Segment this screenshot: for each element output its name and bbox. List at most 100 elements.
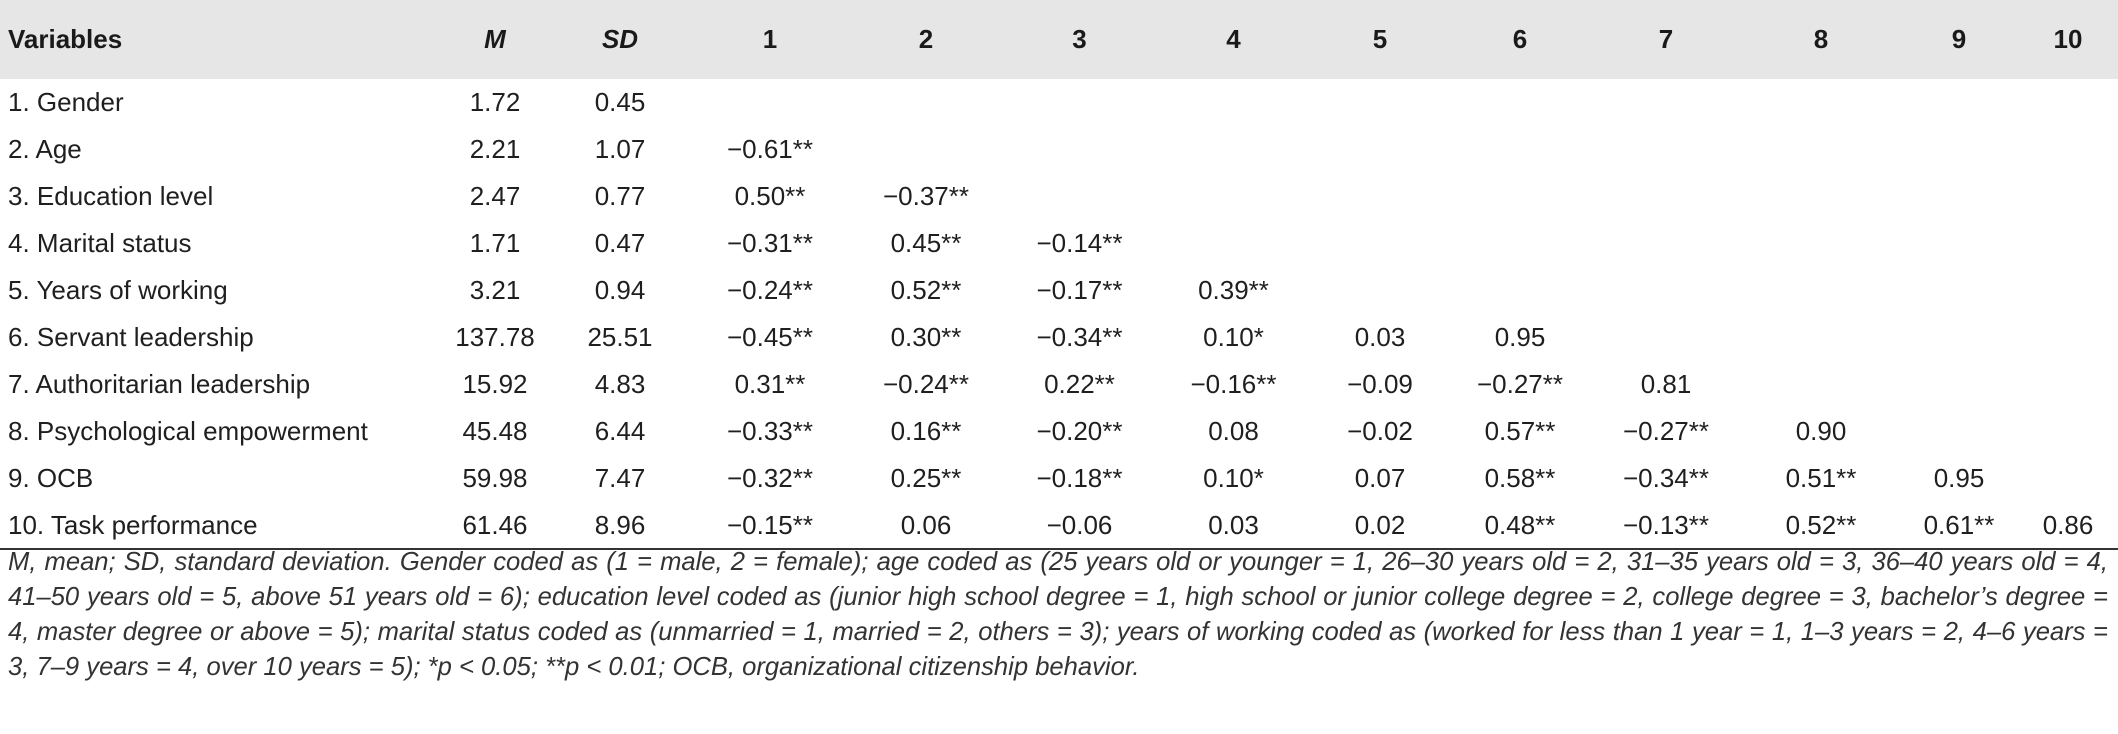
corr-cell-6: 0.48** [1450,502,1590,550]
corr-cell-4: 0.10* [1203,463,1264,493]
corr-cell-3: −0.34** [1036,322,1123,352]
corr-cell-2: 0.52** [890,275,962,305]
corr-cell-10 [2018,220,2118,267]
sd-value: 8.96 [550,502,690,550]
corr-cell-4: 0.10* [1203,322,1264,352]
sd-value: 0.94 [594,275,646,305]
corr-cell-10 [2018,455,2118,502]
corr-cell-5 [1310,220,1450,267]
table-row: 1. Gender 1.72 0.45 [0,79,2118,126]
corr-cell-6: −0.27** [1476,369,1564,399]
corr-cell-6 [1450,126,1590,173]
table-row: 9. OCB 59.98 7.47 −0.32** 0.25** −0.18** 0.10*… [0,455,2118,502]
variable-name: 9. OCB [8,463,94,493]
corr-cell-8 [1742,126,1900,173]
corr-cell-4 [1157,173,1310,220]
corr-cell-5: 0.03 [1354,322,1406,352]
sd-value: 7.47 [594,463,646,493]
corr-cell-6: 0.57** [1484,416,1556,446]
corr-cell-8 [1742,79,1900,126]
header-variables: Variables [8,24,123,54]
corr-cell-7: −0.27** [1622,416,1710,446]
corr-cell-2 [850,126,1002,173]
corr-cell-4: −0.16** [1190,369,1277,399]
corr-cell-7 [1590,267,1742,314]
mean-value: 1.71 [469,228,521,258]
corr-cell-6: 0.58** [1484,463,1556,493]
variable-name: 4. Marital status [8,228,192,258]
table-row: 3. Education level 2.47 0.77 0.50** −0.37** [0,173,2118,220]
sd-value: 4.83 [594,369,646,399]
corr-cell-7 [1590,314,1742,361]
corr-cell-2: −0.37** [882,181,970,211]
corr-cell-1: −0.32** [726,463,814,493]
corr-cell-4: 0.03 [1157,502,1310,550]
corr-cell-1: −0.31** [726,228,814,258]
header-col-4: 4 [1226,24,1241,54]
corr-cell-3: −0.17** [1036,275,1123,305]
corr-cell-10: 0.86 [2018,502,2118,550]
table-row: 8. Psychological empowerment 45.48 6.44 −0.… [0,408,2118,455]
corr-cell-1 [690,79,850,126]
header-col-10: 10 [2053,24,2083,54]
corr-cell-9 [1900,126,2018,173]
mean-value: 61.46 [440,502,550,550]
corr-cell-9 [1900,408,2018,455]
corr-cell-2: 0.25** [890,463,962,493]
corr-cell-9 [1900,79,2018,126]
corr-cell-7: 0.81 [1640,369,1692,399]
corr-cell-8: 0.90 [1795,416,1847,446]
corr-cell-1: 0.31** [734,369,806,399]
corr-cell-10 [2018,173,2118,220]
corr-cell-1: 0.50** [734,181,806,211]
corr-cell-3: −0.18** [1036,463,1123,493]
corr-cell-2: −0.24** [882,369,970,399]
corr-cell-6 [1450,267,1590,314]
corr-cell-8 [1742,361,1900,408]
corr-cell-3: −0.20** [1036,416,1123,446]
corr-cell-5: 0.07 [1354,463,1406,493]
correlation-table: Variables M SD 1 2 3 4 5 6 7 8 9 10 1. G… [0,0,2118,550]
mean-value: 59.98 [462,463,528,493]
variable-name: 5. Years of working [8,275,228,305]
corr-cell-5 [1310,126,1450,173]
corr-cell-10 [2018,361,2118,408]
table-body: 1. Gender 1.72 0.45 2. Age 2.21 1.07 −0.61** 3.… [0,79,2118,550]
mean-value: 15.92 [462,369,528,399]
corr-cell-4: 0.39** [1198,275,1269,305]
corr-cell-10 [2018,126,2118,173]
corr-cell-10 [2018,79,2118,126]
corr-cell-9 [1900,267,2018,314]
corr-cell-3 [1002,126,1157,173]
mean-value: 137.78 [455,322,535,352]
corr-cell-7 [1590,220,1742,267]
header-col-7: 7 [1658,24,1674,54]
corr-cell-6 [1450,79,1590,126]
corr-cell-9: 0.95 [1933,463,1985,493]
corr-cell-5: 0.02 [1310,502,1450,550]
corr-cell-9 [1900,361,2018,408]
table-row: 10. Task performance 61.46 8.96 −0.15** 0.06… [0,502,2118,550]
corr-cell-4 [1157,79,1310,126]
table-row: 4. Marital status 1.71 0.47 −0.31** 0.45** −0… [0,220,2118,267]
header-col-3: 3 [1072,24,1087,54]
corr-cell-1: −0.61** [726,134,814,164]
header-col-1: 1 [762,24,778,54]
corr-cell-10 [2018,408,2118,455]
variable-name: 3. Education level [8,181,214,211]
table-row: 2. Age 2.21 1.07 −0.61** [0,126,2118,173]
corr-cell-5 [1310,79,1450,126]
corr-cell-10 [2018,267,2118,314]
corr-cell-8 [1742,267,1900,314]
variable-name: 1. Gender [8,87,124,117]
corr-cell-7: −0.13** [1590,502,1742,550]
corr-cell-2: 0.16** [890,416,962,446]
corr-cell-4: 0.08 [1208,416,1259,446]
corr-cell-9 [1900,314,2018,361]
sd-value: 1.07 [594,134,646,164]
header-col-9: 9 [1951,24,1967,54]
header-col-2: 2 [918,24,934,54]
table-row: 7. Authoritarian leadership 15.92 4.83 0.31… [0,361,2118,408]
corr-cell-2: 0.45** [890,228,962,258]
